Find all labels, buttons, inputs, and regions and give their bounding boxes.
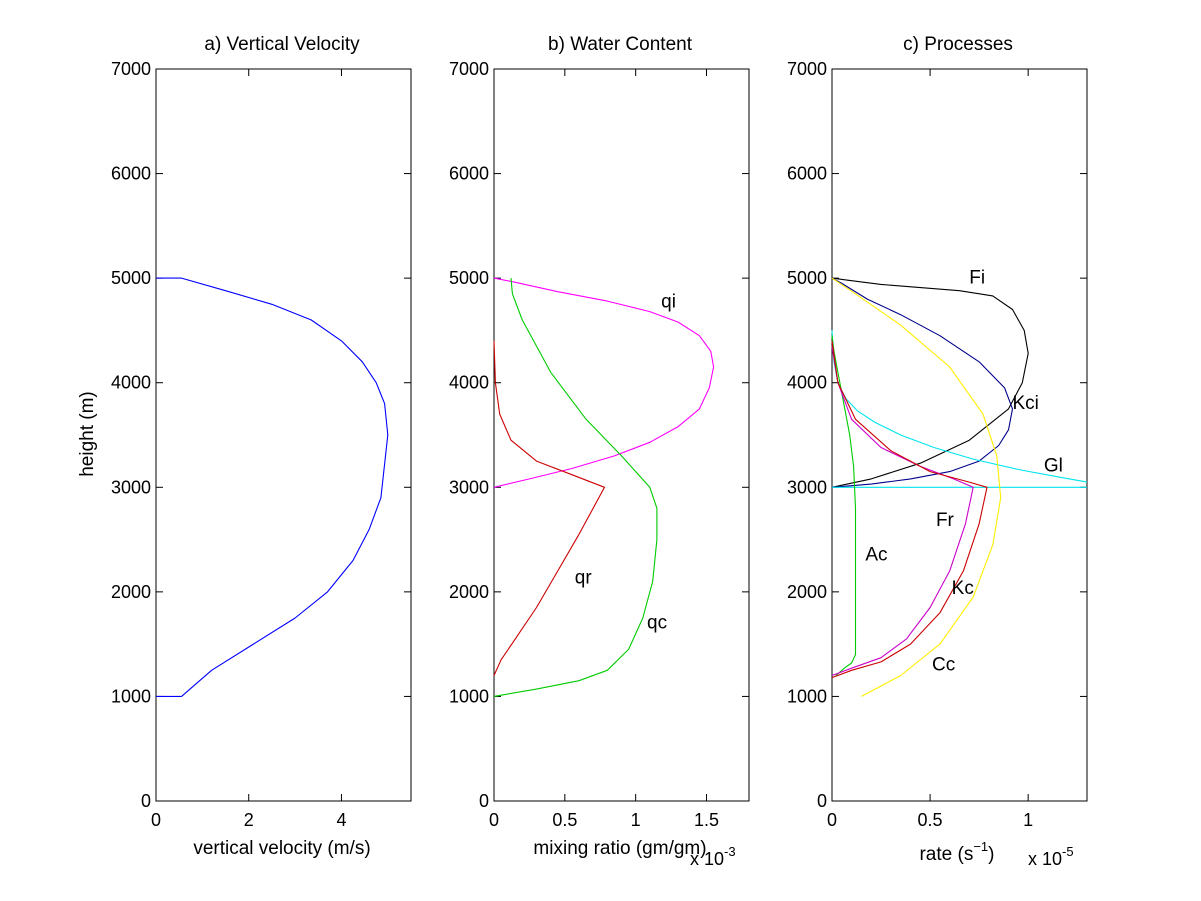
- panel-c-title: c) Processes: [903, 34, 1013, 55]
- panel-b-xtick-label: 0: [489, 810, 499, 830]
- panel-b: b) Water Content mixing ratio (gm/gm) x …: [533, 34, 735, 869]
- panel-b-label-qc: qc: [647, 612, 667, 633]
- panel-b-xtick-label: 1.5: [694, 810, 719, 830]
- panel-b-label-qr: qr: [575, 567, 593, 588]
- panel-c-series-cc: [831, 277, 1002, 697]
- panel-b-series-qc: [493, 278, 658, 697]
- panel-b-series-qi: [493, 277, 715, 488]
- panel-c-label-cc: Cc: [932, 654, 955, 675]
- panel-c-label-fi: Fi: [969, 267, 985, 288]
- panel-a-axes-frame: [155, 68, 412, 802]
- panel-c-ytick-label: 6000: [787, 164, 827, 184]
- panel-c-ytick-label: 7000: [787, 59, 827, 79]
- panel-a-ytick-label: 5000: [111, 268, 151, 288]
- panel-a-title: a) Vertical Velocity: [204, 34, 360, 55]
- panel-a-ytick-label: 3000: [111, 477, 151, 497]
- panel-b-ytick-label: 1000: [449, 686, 489, 706]
- panel-c-axes-frame: [831, 68, 1088, 802]
- panel-c-ytick-label: 0: [817, 791, 827, 811]
- panel-b-ytick-label: 4000: [449, 373, 489, 393]
- panel-c-label-kc: Kc: [952, 578, 974, 599]
- panel-b-ytick-label: 6000: [449, 164, 489, 184]
- panel-a-ytick-label: 2000: [111, 582, 151, 602]
- panel-c-label-gl: Gl: [1044, 456, 1063, 477]
- panel-c-series-ac: [831, 335, 857, 676]
- panel-c-ytick-label: 3000: [787, 477, 827, 497]
- panel-b-xlabel: mixing ratio (gm/gm): [533, 838, 706, 859]
- panel-a-ytick-label: 0: [141, 791, 151, 811]
- panel-b-ytick-label: 7000: [449, 59, 489, 79]
- panel-c-series-fi: [831, 277, 1029, 488]
- panel-a-xtick-label: 4: [336, 810, 346, 830]
- panel-b-ytick-label: 5000: [449, 268, 489, 288]
- panel-a-ytick-label: 6000: [111, 164, 151, 184]
- panel-c-label-fr: Fr: [936, 510, 955, 531]
- panel-b-x-exponent: x 10-3: [690, 844, 736, 869]
- panel-c-label-kci: Kci: [1012, 393, 1038, 414]
- panel-a-ytick-label: 4000: [111, 373, 151, 393]
- panel-a-series-series: [156, 277, 389, 697]
- panel-c-series-kc: [831, 340, 988, 679]
- y-axis-label: height (m): [77, 391, 98, 477]
- panel-c-xtick-label: 0.5: [918, 810, 943, 830]
- panel-c-x-exponent: x 10-5: [1028, 844, 1074, 869]
- panel-b-label-qi: qi: [661, 291, 676, 312]
- panel-c: c) Processes rate (s−1) x 10-5: [903, 34, 1074, 869]
- panel-b-title: b) Water Content: [548, 34, 693, 55]
- panel-b-axes-frame: [493, 68, 750, 802]
- panel-b-series-qr: [493, 340, 606, 676]
- panel-b-ytick-label: 2000: [449, 582, 489, 602]
- panel-c-ytick-label: 4000: [787, 373, 827, 393]
- panel-a-xtick-label: 2: [244, 810, 254, 830]
- panel-b-xtick-label: 1: [631, 810, 641, 830]
- panel-a-ytick-label: 7000: [111, 59, 151, 79]
- panel-b-xtick-label: 0.5: [552, 810, 577, 830]
- panel-c-ytick-label: 2000: [787, 582, 827, 602]
- panel-c-series-kci: [831, 277, 1014, 488]
- panel-a-xtick-label: 0: [151, 810, 161, 830]
- panel-c-xtick-label: 0: [827, 810, 837, 830]
- panel-c-label-ac: Ac: [865, 544, 887, 565]
- panel-b-ytick-label: 0: [479, 791, 489, 811]
- panel-b-ytick-label: 3000: [449, 477, 489, 497]
- panel-c-xlabel: rate (s−1): [919, 839, 994, 865]
- panel-a: a) Vertical Velocity vertical velocity (…: [77, 34, 371, 859]
- panel-c-series-fr: [831, 346, 974, 677]
- panel-a-ytick-label: 1000: [111, 686, 151, 706]
- panel-a-xlabel: vertical velocity (m/s): [193, 838, 370, 859]
- panel-c-xtick-label: 1: [1023, 810, 1033, 830]
- panel-c-ytick-label: 1000: [787, 686, 827, 706]
- panel-c-ytick-label: 5000: [787, 268, 827, 288]
